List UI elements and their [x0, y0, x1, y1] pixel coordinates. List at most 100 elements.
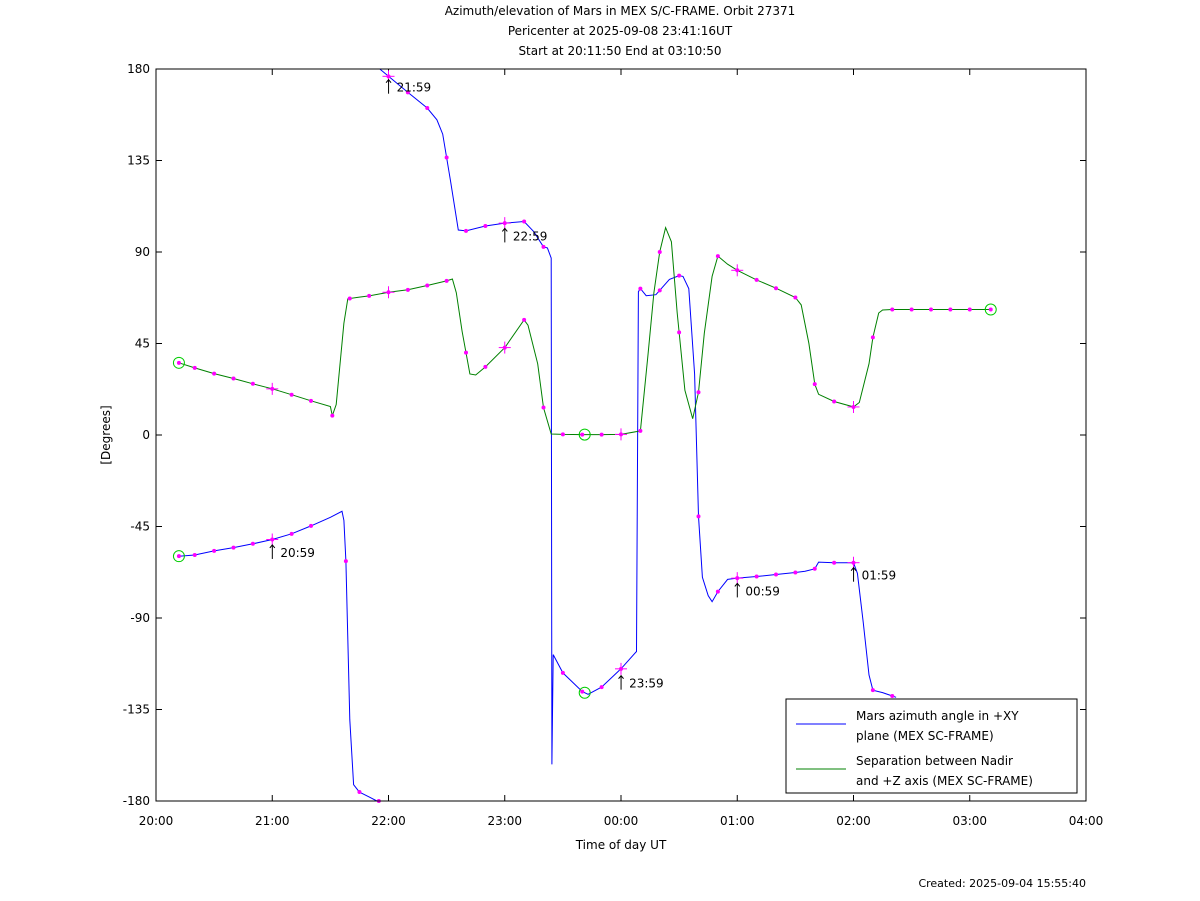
series-0-marker-28 — [715, 589, 720, 594]
series-1-marker-10 — [367, 293, 372, 298]
series-0-marker-0 — [176, 554, 181, 559]
series-0-marker-25 — [657, 288, 662, 293]
y-tick-label-3: 45 — [135, 337, 150, 351]
series-0-marker-21 — [580, 689, 585, 694]
series-0-marker-24 — [638, 286, 643, 291]
created-timestamp: Created: 2025-09-04 15:55:40 — [918, 877, 1086, 890]
hour-cross-7 — [382, 286, 395, 299]
series-1-marker-15 — [464, 350, 468, 355]
time-annotation-label-3: 23:59 — [629, 677, 664, 691]
series-1-marker-19 — [541, 405, 546, 410]
series-1-marker-37 — [890, 307, 895, 312]
series-1-marker-24 — [638, 428, 643, 433]
time-annotation-3: 23:59 — [618, 674, 664, 691]
series-1-marker-0 — [176, 360, 181, 365]
time-annotation-2: 22:59 — [501, 227, 548, 243]
series-1-marker-32 — [793, 295, 798, 300]
series-0-marker-12 — [405, 90, 410, 95]
hour-annotations: 20:59 21:59 22:59 23:59 00:59 01:59 — [269, 78, 897, 691]
legend: Mars azimuth angle in +XY plane (MEX SC-F… — [785, 698, 1078, 794]
legend-label-1-0: Separation between Nadir — [856, 754, 1013, 768]
series-0-marker-4 — [250, 541, 255, 546]
series-0-marker-9 — [357, 790, 362, 795]
axis-ticks: 20:00 21:00 22:00 23:00 00:00 01:00 02:00 03:00… — [123, 62, 1104, 828]
series-line-0 — [178, 68, 897, 802]
series-1-marker-40 — [948, 307, 953, 312]
series-1-marker-16 — [483, 364, 488, 369]
x-axis-label: Time of day UT — [575, 838, 667, 852]
time-annotation-label-0: 20:59 — [280, 546, 315, 560]
series-0-marker-16 — [483, 223, 488, 228]
series-0-marker-22 — [599, 685, 604, 690]
x-tick-label-0: 20:00 — [139, 814, 174, 828]
time-annotation-label-5: 01:59 — [862, 569, 897, 583]
series-1-marker-9 — [347, 296, 352, 301]
x-tick-label-1: 21:00 — [255, 814, 290, 828]
series-0-marker-14 — [444, 155, 449, 160]
event-circle-1 — [578, 686, 591, 699]
series-1-marker-39 — [929, 307, 933, 312]
series-0-marker-3 — [231, 545, 236, 550]
time-annotation-label-4: 00:59 — [745, 584, 780, 598]
x-tick-label-6: 02:00 — [836, 814, 871, 828]
x-tick-label-5: 01:00 — [720, 814, 755, 828]
series-1-marker-28 — [715, 254, 720, 259]
y-tick-label-7: -135 — [123, 703, 150, 717]
hour-cross-10 — [731, 264, 744, 277]
series-0-marker-27 — [696, 514, 701, 519]
series-0-marker-30 — [754, 574, 759, 579]
series-1-marker-41 — [967, 307, 972, 312]
series-1-marker-36 — [870, 335, 875, 340]
series-1-marker-14 — [444, 278, 449, 283]
time-annotation-label-2: 22:59 — [513, 229, 548, 243]
series-0-marker-15 — [464, 228, 468, 233]
y-tick-label-8: -180 — [123, 794, 150, 808]
series-1-marker-1 — [192, 365, 197, 370]
event-circle-2 — [172, 356, 185, 369]
event-circle-3 — [578, 428, 591, 441]
hour-cross-4 — [731, 572, 744, 585]
series-1-marker-38 — [909, 307, 914, 312]
series-0-marker-19 — [541, 244, 546, 249]
series-0-marker-32 — [793, 570, 798, 575]
series-0-marker-2 — [212, 548, 217, 553]
series-1-marker-27 — [696, 390, 701, 395]
event-circle-4 — [984, 303, 997, 316]
time-annotation-4: 00:59 — [734, 582, 780, 598]
series-1-marker-42 — [988, 307, 993, 312]
x-tick-label-7: 03:00 — [952, 814, 987, 828]
x-tick-label-4: 00:00 — [604, 814, 639, 828]
time-annotation-0: 20:59 — [269, 544, 315, 560]
x-tick-label-2: 22:00 — [371, 814, 406, 828]
hour-cross-8 — [498, 341, 511, 354]
legend-label-0-1: plane (MEX SC-FRAME) — [856, 729, 994, 743]
chart-title-line-2: Pericenter at 2025-09-08 23:41:16UT — [507, 24, 733, 38]
series-1-marker-33 — [812, 382, 817, 387]
series-1-marker-21 — [580, 432, 585, 437]
hour-cross-0 — [266, 533, 279, 546]
series-1-marker-18 — [522, 317, 527, 322]
series-1-marker-3 — [231, 376, 236, 381]
series-0-marker-8 — [343, 559, 348, 564]
hour-cross-3 — [615, 662, 627, 675]
hour-cross-9 — [615, 428, 627, 441]
series-1-marker-13 — [425, 283, 430, 288]
series-1-marker-31 — [774, 286, 778, 291]
hour-cross-11 — [847, 400, 860, 413]
y-tick-label-4: 0 — [142, 428, 150, 442]
y-tick-label-1: 135 — [127, 154, 150, 168]
series-0-marker-6 — [289, 531, 294, 536]
y-tick-label-5: -45 — [130, 520, 150, 534]
series-1-marker-8 — [330, 413, 335, 418]
series-lines — [178, 68, 991, 802]
series-0-marker-7 — [309, 523, 313, 528]
y-axis-label: [Degrees] — [99, 405, 113, 464]
series-0-marker-36 — [870, 688, 875, 693]
series-1-marker-2 — [212, 371, 217, 376]
hour-cross-5 — [847, 556, 860, 569]
x-tick-label-3: 23:00 — [487, 814, 522, 828]
series-0-marker-26 — [677, 273, 682, 278]
x-tick-label-8: 04:00 — [1069, 814, 1104, 828]
hour-cross-2 — [498, 217, 511, 230]
